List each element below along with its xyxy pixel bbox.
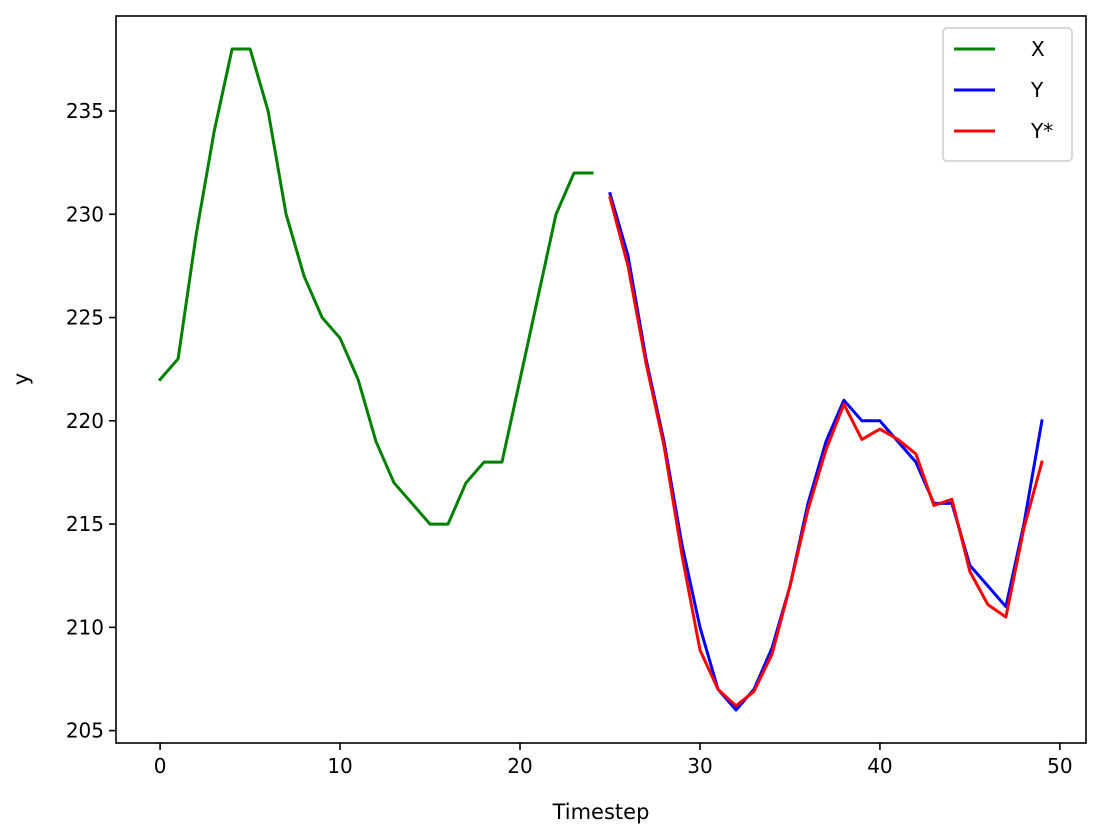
y-tick-label: 210 (66, 615, 104, 639)
legend-label-y-star: Y* (1030, 119, 1053, 143)
legend-box (942, 27, 1073, 162)
series-line-y-star (608, 195, 1044, 708)
y-tick-label: 235 (66, 99, 104, 123)
x-axis-label: Timestep (552, 800, 650, 824)
x-tick-label: 10 (327, 754, 352, 778)
legend-label-x: X (1031, 37, 1045, 61)
y-tick-label: 225 (66, 306, 104, 330)
legend: XY Y* (942, 27, 1073, 162)
x-tick-label: 20 (507, 754, 532, 778)
x-tick-label: 0 (154, 754, 167, 778)
x-tick-label: 50 (1047, 754, 1072, 778)
y-tick-label: 230 (66, 202, 104, 226)
y-tick-label: 205 (66, 719, 104, 743)
y-axis-label: y (9, 373, 33, 385)
y-tick-label: 215 (66, 512, 104, 536)
y-tick-label: 220 (66, 409, 104, 433)
x-tick-label: 40 (867, 754, 892, 778)
x-tick-label: 30 (687, 754, 712, 778)
plot-frame (115, 15, 1087, 744)
axes-layer: 0 10 20 30 40 50 205 210 215 220 225 230 235 (66, 99, 1073, 778)
series-line-x (157, 47, 594, 526)
legend-label-y: Y (1030, 78, 1044, 102)
plot-layer (157, 47, 1044, 712)
